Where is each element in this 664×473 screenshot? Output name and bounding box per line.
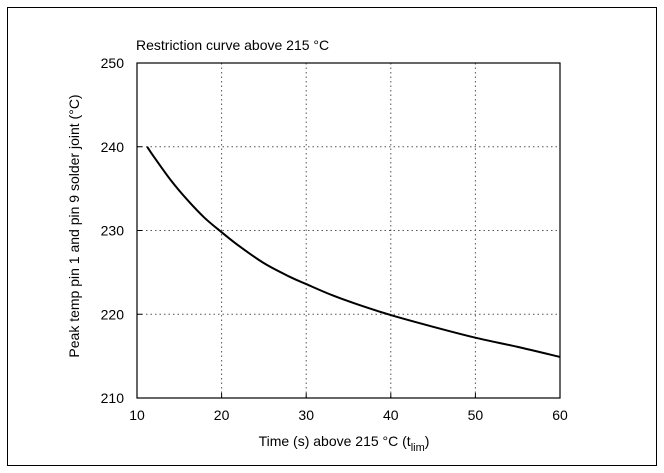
y-tick-label: 230 — [101, 223, 125, 239]
y-axis-label: Peak temp pin 1 and pin 9 solder joint (… — [66, 94, 82, 357]
x-tick-label: 10 — [129, 407, 145, 423]
x-tick-label: 60 — [552, 407, 568, 423]
x-tick-label: 30 — [298, 407, 314, 423]
x-axis-label-subscript: lim — [411, 442, 425, 454]
x-tick-label: 50 — [468, 407, 484, 423]
x-axis-label-main: Time (s) above 215 °C (t — [259, 433, 411, 449]
x-tick-labels: 10 20 30 40 50 60 — [129, 407, 568, 423]
x-axis-label: Time (s) above 215 °C (tlim) — [259, 433, 430, 454]
y-tick-label: 210 — [101, 390, 125, 406]
y-tick-label: 240 — [101, 139, 125, 155]
y-tick-label: 250 — [101, 55, 125, 71]
y-tick-labels: 210 220 230 240 250 — [101, 55, 125, 406]
tick-marks — [136, 62, 561, 399]
chart-frame — [7, 7, 657, 466]
x-tick-label: 40 — [383, 407, 399, 423]
x-tick-label: 20 — [214, 407, 230, 423]
y-tick-label: 220 — [101, 306, 125, 322]
restriction-curve-line — [146, 146, 561, 358]
chart-title: Restriction curve above 215 °C — [136, 37, 329, 53]
grid-lines — [137, 63, 560, 398]
x-axis-label-suffix: ) — [425, 433, 430, 449]
